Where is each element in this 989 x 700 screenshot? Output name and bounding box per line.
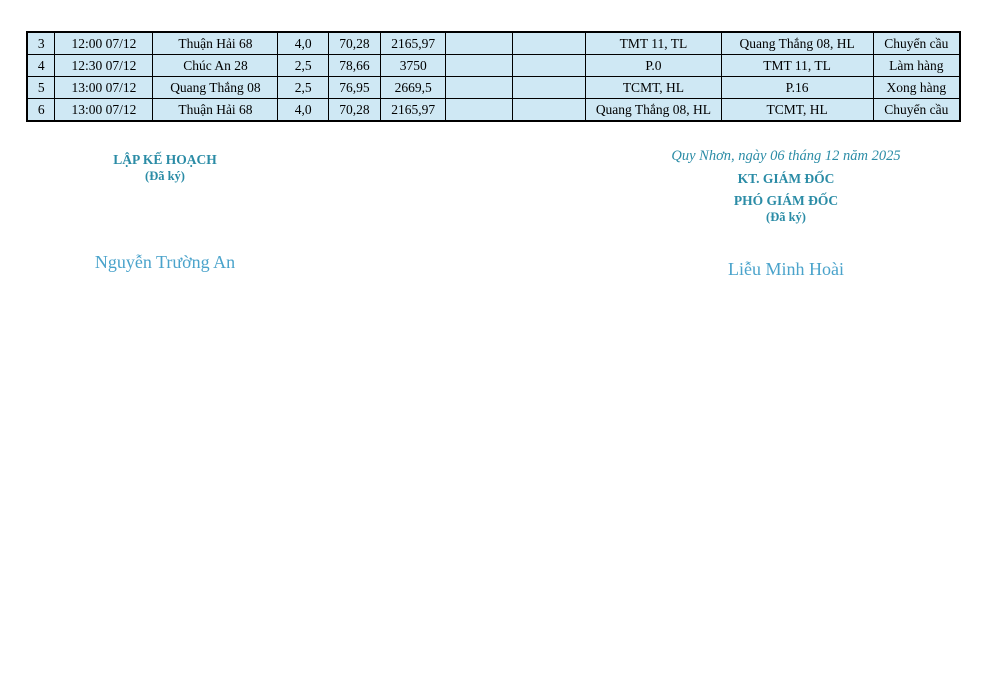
cell-location-to: Quang Thắng 08, HL — [720, 31, 874, 55]
cell-empty-2 — [511, 31, 587, 55]
cell-empty-1 — [445, 31, 513, 55]
cell-row-no: 4 — [26, 54, 56, 77]
cell-ship: Chúc An 28 — [152, 54, 279, 77]
cell-value-2: 78,66 — [327, 54, 382, 77]
cell-value-3: 2165,97 — [380, 98, 447, 122]
cell-time: 12:30 07/12 — [54, 54, 154, 77]
cell-location-from: P.0 — [585, 54, 722, 77]
berth-schedule-table: 3 12:00 07/12 Thuận Hải 68 4,0 70,28 216… — [26, 31, 961, 122]
director-role-kt-label: KT. GIÁM ĐỐC — [737, 171, 835, 186]
cell-ship: Quang Thắng 08 — [152, 76, 279, 99]
signature-block-planner: LẬP KẾ HOẠCH (Đã ký) Nguyễn Trường An — [55, 151, 275, 273]
table-row: 5 13:00 07/12 Quang Thắng 08 2,5 76,95 2… — [26, 76, 961, 99]
cell-location-from: TMT 11, TL — [585, 31, 722, 55]
cell-empty-2 — [511, 98, 587, 122]
cell-value-3: 2165,97 — [380, 31, 447, 55]
cell-row-no: 5 — [26, 76, 56, 99]
cell-location-to: TCMT, HL — [720, 98, 874, 122]
director-signed-note: (Đã ký) — [766, 210, 806, 224]
cell-value-1: 4,0 — [277, 31, 329, 55]
place-date-line: Quy Nhơn, ngày 06 tháng 12 năm 2025 — [671, 148, 901, 164]
cell-empty-1 — [445, 76, 513, 99]
table-row: 4 12:30 07/12 Chúc An 28 2,5 78,66 3750 … — [26, 54, 961, 77]
cell-value-1: 2,5 — [277, 76, 329, 99]
table-row: 6 13:00 07/12 Thuận Hải 68 4,0 70,28 216… — [26, 98, 961, 122]
director-role-pho-label: PHÓ GIÁM ĐỐC — [733, 193, 839, 208]
cell-row-no: 3 — [26, 31, 56, 55]
cell-value-1: 4,0 — [277, 98, 329, 122]
cell-status: Xong hàng — [872, 76, 961, 99]
table-row: 3 12:00 07/12 Thuận Hải 68 4,0 70,28 216… — [26, 31, 961, 55]
planner-signed-note: (Đã ký) — [145, 169, 185, 183]
director-signer-name: Liễu Minh Hoài — [728, 259, 844, 279]
cell-empty-1 — [445, 54, 513, 77]
cell-location-to: TMT 11, TL — [720, 54, 874, 77]
planner-signer-name: Nguyễn Trường An — [94, 252, 236, 272]
cell-ship: Thuận Hải 68 — [152, 31, 279, 55]
cell-value-3: 3750 — [380, 54, 447, 77]
cell-value-2: 70,28 — [327, 31, 382, 55]
cell-value-2: 76,95 — [327, 76, 382, 99]
cell-location-from: TCMT, HL — [585, 76, 722, 99]
cell-location-to: P.16 — [720, 76, 874, 99]
cell-location-from: Quang Thắng 08, HL — [585, 98, 722, 122]
cell-time: 13:00 07/12 — [54, 98, 154, 122]
cell-empty-2 — [511, 76, 587, 99]
cell-empty-1 — [445, 98, 513, 122]
cell-value-1: 2,5 — [277, 54, 329, 77]
planner-role-label: LẬP KẾ HOẠCH — [113, 152, 217, 167]
cell-value-3: 2669,5 — [380, 76, 447, 99]
cell-status: Chuyển cầu — [872, 98, 961, 122]
cell-row-no: 6 — [26, 98, 56, 122]
cell-time: 13:00 07/12 — [54, 76, 154, 99]
cell-ship: Thuận Hải 68 — [152, 98, 279, 122]
cell-status: Chuyển cầu — [872, 31, 961, 55]
cell-time: 12:00 07/12 — [54, 31, 154, 55]
cell-status: Làm hàng — [872, 54, 961, 77]
cell-value-2: 70,28 — [327, 98, 382, 122]
cell-empty-2 — [511, 54, 587, 77]
signature-block-director: Quy Nhơn, ngày 06 tháng 12 năm 2025 KT. … — [628, 148, 944, 280]
table-body: 3 12:00 07/12 Thuận Hải 68 4,0 70,28 216… — [26, 31, 961, 122]
